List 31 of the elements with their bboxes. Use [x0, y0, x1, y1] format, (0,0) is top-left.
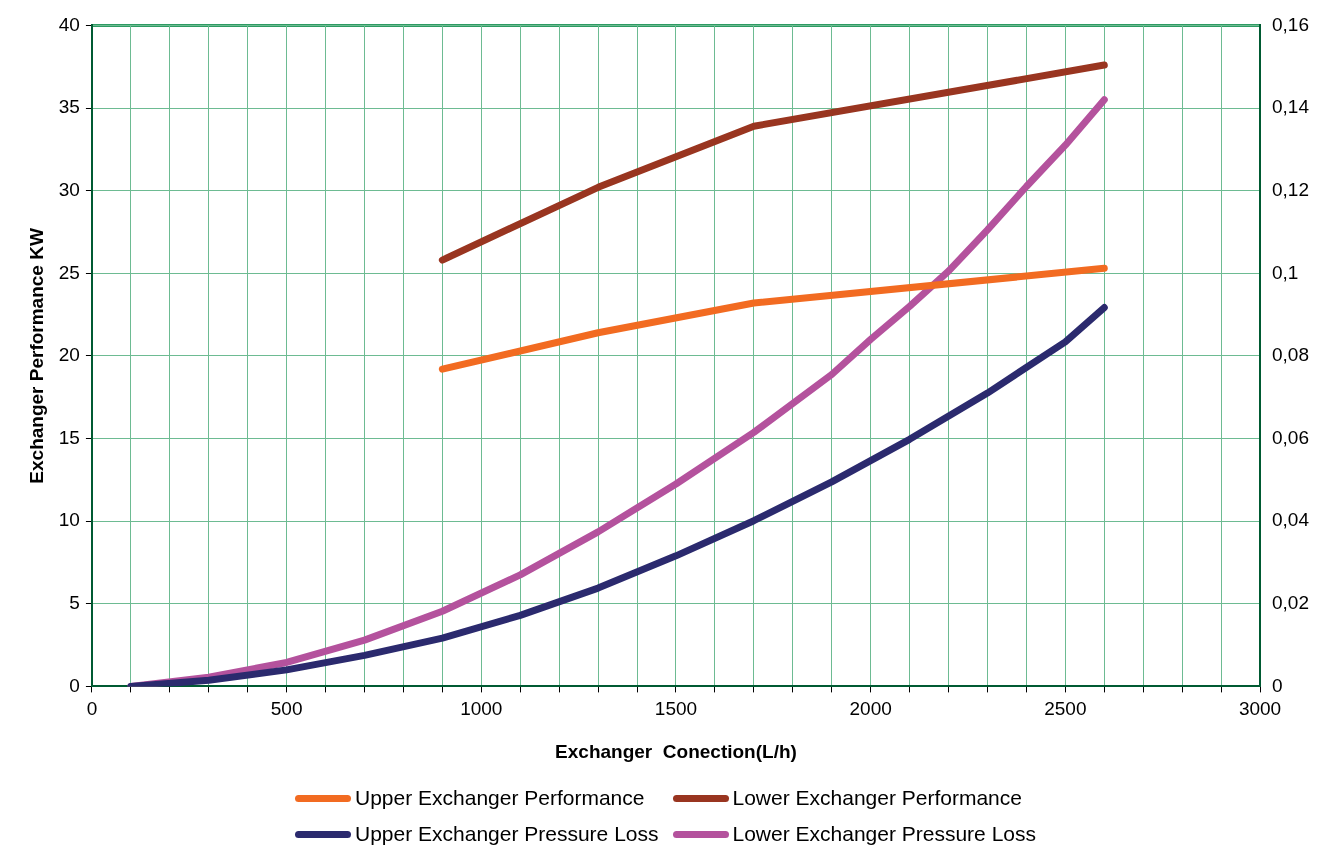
x-tick-label: 2500: [1044, 698, 1087, 720]
y-tick-label: 10: [58, 509, 80, 531]
y2-tick-label: 0,08: [1272, 344, 1309, 366]
y-tick-label: 20: [58, 344, 80, 366]
x-tick-label: 1000: [460, 698, 503, 720]
y-tick-label: 25: [58, 261, 80, 283]
legend-label: Lower Exchanger Performance: [732, 786, 1022, 810]
x-tick-label: 3000: [1238, 698, 1282, 720]
y2-tick-label: 0,04: [1272, 509, 1310, 531]
y2-tick-label: 0,14: [1272, 96, 1310, 118]
legend-label: Lower Exchanger Pressure Loss: [732, 822, 1036, 846]
y2-tick-label: 0,12: [1272, 178, 1309, 200]
y2-tick-label: 0,02: [1272, 592, 1309, 614]
y-tick-label: 35: [58, 96, 80, 118]
y2-tick-label: 0,1: [1272, 261, 1299, 283]
x-tick-label: 1500: [654, 698, 698, 720]
y2-tick-label: 0,06: [1272, 426, 1309, 448]
y-tick-label: 15: [58, 426, 80, 448]
y2-tick-label: 0: [1272, 674, 1283, 696]
x-tick-label: 2000: [849, 698, 892, 720]
y-tick-label: 40: [58, 13, 80, 35]
y-tick-label: 0: [69, 674, 80, 696]
x-tick-label: 0: [86, 698, 98, 720]
y-axis-title: Exchanger Performance KW: [25, 228, 47, 484]
legend-label: Upper Exchanger Pressure Loss: [355, 822, 659, 846]
y2-tick-label: 0,16: [1272, 13, 1309, 35]
legend-label: Upper Exchanger Performance: [355, 786, 645, 810]
x-axis-title: Exchanger Conection(L/h): [555, 740, 797, 762]
y-tick-label: 5: [69, 592, 80, 614]
y-tick-label: 30: [58, 178, 80, 200]
x-tick-label: 500: [270, 698, 303, 720]
